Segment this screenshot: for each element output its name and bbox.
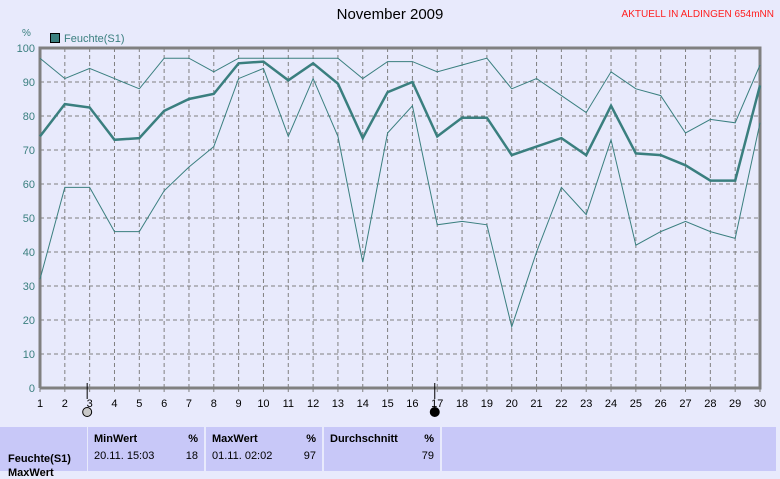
avg-header: Durchschnitt <box>330 433 398 445</box>
x-tick-label: 29 <box>729 398 741 410</box>
x-tick-label: 10 <box>257 398 269 410</box>
series-line-min <box>40 68 760 326</box>
x-tick-label: 11 <box>283 398 294 410</box>
x-tick-label: 20 <box>506 398 518 410</box>
x-tick-label: 22 <box>555 398 567 410</box>
y-tick-label: 80 <box>23 111 35 123</box>
y-tick-label: 0 <box>29 383 35 395</box>
x-tick-label: 14 <box>357 398 369 410</box>
min-value: 18 <box>186 450 198 462</box>
stats-table: Feuchte(S1) MaxWert MinWert % 20.11. 15:… <box>0 427 780 471</box>
series-line-max <box>40 58 760 133</box>
y-tick-label: 50 <box>23 213 35 225</box>
stats-max-cell: MaxWert % 01.11. 02:02 97 <box>206 427 322 471</box>
x-tick-label: 9 <box>236 398 242 410</box>
y-axis-unit: % <box>22 28 31 39</box>
max-header: MaxWert <box>212 433 258 445</box>
min-unit: % <box>188 433 198 445</box>
x-tick-label: 30 <box>754 398 766 410</box>
series-line-average <box>40 62 760 181</box>
y-tick-label: 20 <box>23 315 35 327</box>
y-tick-label: 100 <box>17 43 35 55</box>
y-tick-label: 60 <box>23 179 35 191</box>
x-tick-label: 27 <box>679 398 691 410</box>
y-tick-label: 90 <box>23 77 35 89</box>
x-tick-label: 18 <box>456 398 468 410</box>
stats-min-cell: MinWert % 20.11. 15:03 18 <box>88 427 204 471</box>
x-tick-label: 21 <box>530 398 542 410</box>
max-unit: % <box>306 433 316 445</box>
y-tick-label: 30 <box>23 281 35 293</box>
x-tick-label: 13 <box>332 398 344 410</box>
x-tick-label: 12 <box>307 398 319 410</box>
x-tick-label: 8 <box>211 398 217 410</box>
x-tick-label: 5 <box>136 398 142 410</box>
x-tick-label: 1 <box>37 398 43 410</box>
x-tick-label: 19 <box>481 398 493 410</box>
x-tick-label: 24 <box>605 398 617 410</box>
x-tick-label: 25 <box>630 398 642 410</box>
full-moon-icon <box>430 408 439 417</box>
avg-value: 79 <box>422 450 434 462</box>
stats-row-label: Feuchte(S1) <box>8 453 71 465</box>
min-header: MinWert <box>94 433 137 445</box>
x-tick-label: 23 <box>580 398 592 410</box>
x-tick-label: 4 <box>111 398 117 410</box>
y-tick-label: 70 <box>23 145 35 157</box>
max-value: 97 <box>304 450 316 462</box>
legend-swatch <box>51 34 60 43</box>
x-tick-label: 6 <box>161 398 167 410</box>
x-tick-label: 2 <box>62 398 68 410</box>
stats-row-label-cell: Feuchte(S1) MaxWert <box>0 427 87 471</box>
x-tick-label: 28 <box>704 398 716 410</box>
x-tick-label: 15 <box>381 398 393 410</box>
first-quarter-icon <box>83 408 92 417</box>
x-tick-label: 7 <box>186 398 192 410</box>
avg-unit: % <box>424 433 434 445</box>
x-tick-label: 26 <box>655 398 667 410</box>
max-time: 01.11. 02:02 <box>212 450 272 462</box>
stats-avg-cell: Durchschnitt % 79 <box>324 427 440 471</box>
stats-row-label-2: MaxWert <box>8 467 54 479</box>
x-tick-label: 16 <box>406 398 418 410</box>
min-time: 20.11. 15:03 <box>94 450 154 462</box>
y-tick-label: 10 <box>23 349 35 361</box>
y-tick-label: 40 <box>23 247 35 259</box>
legend-label: Feuchte(S1) <box>64 33 125 45</box>
stats-empty-cell <box>442 427 776 471</box>
